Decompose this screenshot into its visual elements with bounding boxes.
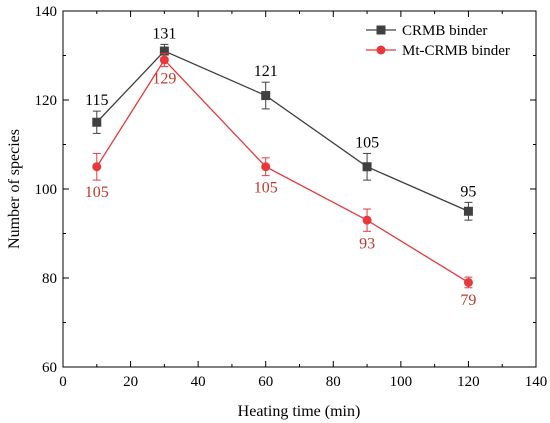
data-point-square [261, 91, 271, 101]
data-label: 105 [355, 134, 379, 151]
data-label: 95 [460, 183, 476, 200]
data-point-square [376, 25, 386, 35]
data-point-square [463, 206, 473, 216]
legend-entry: Mt-CRMB binder [402, 43, 510, 59]
data-label: 93 [359, 235, 375, 252]
legend-entry: CRMB binder [402, 23, 487, 39]
y-tick-label: 100 [35, 182, 58, 198]
x-tick-label: 80 [326, 374, 341, 390]
y-tick-label: 140 [35, 4, 58, 20]
x-axis-ticks: 0 20 40 60 80 100 120 140 [59, 11, 547, 390]
y-axis-title: Number of species [6, 129, 23, 249]
x-tick-label: 60 [258, 374, 273, 390]
data-point-circle [261, 162, 271, 172]
series-line [96, 58, 469, 284]
data-label: 105 [85, 184, 109, 201]
data-label: 131 [152, 25, 176, 42]
data-point-circle [362, 215, 372, 225]
y-tick-label: 120 [35, 93, 58, 109]
x-tick-label: 100 [390, 374, 413, 390]
y-tick-label: 60 [42, 360, 57, 376]
y-tick-label: 80 [42, 271, 57, 287]
data-point-circle [376, 45, 386, 55]
y-axis-ticks: 60 80 100 120 140 [35, 4, 536, 376]
x-tick-label: 120 [457, 374, 480, 390]
data-label: 129 [152, 71, 176, 88]
series-2: 105 129 105 93 79 [85, 52, 476, 309]
series-1: 115 131 121 105 95 [85, 25, 476, 221]
data-point-circle [92, 162, 102, 172]
data-point-circle [463, 277, 473, 287]
data-label: 115 [85, 92, 108, 109]
data-point-square [362, 162, 372, 172]
x-axis-title: Heating time (min) [238, 403, 361, 420]
series-layer: 115 131 121 105 95 105 129 105 93 79 [85, 25, 477, 308]
x-tick-label: 0 [59, 374, 67, 390]
data-point-square [159, 46, 169, 56]
data-label: 121 [254, 63, 278, 80]
data-label: 79 [460, 292, 476, 309]
data-point-square [92, 117, 102, 127]
x-tick-label: 140 [525, 374, 548, 390]
data-label: 105 [254, 180, 278, 197]
x-tick-label: 20 [123, 374, 138, 390]
legend: CRMB binder Mt-CRMB binder [366, 23, 510, 59]
data-point-circle [159, 55, 169, 65]
x-tick-label: 40 [191, 374, 206, 390]
